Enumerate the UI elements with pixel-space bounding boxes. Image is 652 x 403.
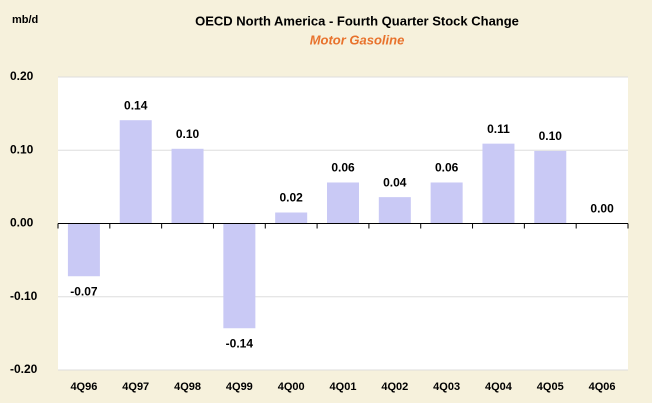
- value-label: 0.14: [124, 98, 148, 112]
- value-label: 0.02: [280, 191, 304, 205]
- bar: [430, 182, 463, 224]
- x-tick-label: 4Q00: [278, 381, 305, 393]
- bar: [378, 197, 411, 224]
- bar: [275, 212, 308, 224]
- y-tick-label: -0.10: [10, 289, 38, 303]
- x-tick-label: 4Q03: [433, 381, 460, 393]
- value-label: 0.06: [331, 161, 355, 175]
- value-label: 0.04: [383, 175, 407, 189]
- bar: [223, 223, 256, 329]
- y-tick-label: -0.20: [10, 362, 38, 376]
- y-tick-label: 0.20: [10, 69, 34, 83]
- x-tick-label: 4Q01: [330, 381, 357, 393]
- y-axis-label: mb/d: [12, 14, 38, 26]
- x-tick-label: 4Q99: [226, 381, 253, 393]
- value-label: 0.10: [539, 129, 563, 143]
- y-tick-label: 0.10: [10, 142, 34, 156]
- value-label: -0.14: [226, 336, 254, 350]
- bar: [67, 223, 100, 277]
- x-tick-label: 4Q96: [70, 381, 97, 393]
- bar: [534, 150, 567, 224]
- x-tick-label: 4Q04: [485, 381, 513, 393]
- value-label: 0.00: [590, 202, 614, 216]
- x-tick-label: 4Q02: [381, 381, 408, 393]
- x-tick-label: 4Q98: [174, 381, 201, 393]
- value-label: 0.10: [176, 127, 200, 141]
- bar: [119, 120, 152, 224]
- x-tick-label: 4Q05: [537, 381, 564, 393]
- x-tick-label: 4Q06: [589, 381, 616, 393]
- x-tick-label: 4Q97: [122, 381, 149, 393]
- value-label: -0.07: [70, 284, 98, 298]
- value-label: 0.11: [487, 122, 510, 136]
- bar: [482, 143, 515, 224]
- chart-subtitle: Motor Gasoline: [310, 32, 405, 47]
- chart-title: OECD North America - Fourth Quarter Stoc…: [195, 13, 519, 28]
- bar: [327, 182, 359, 224]
- value-label: 0.06: [435, 161, 459, 175]
- bar: [171, 148, 204, 224]
- y-tick-label: 0.00: [10, 216, 34, 230]
